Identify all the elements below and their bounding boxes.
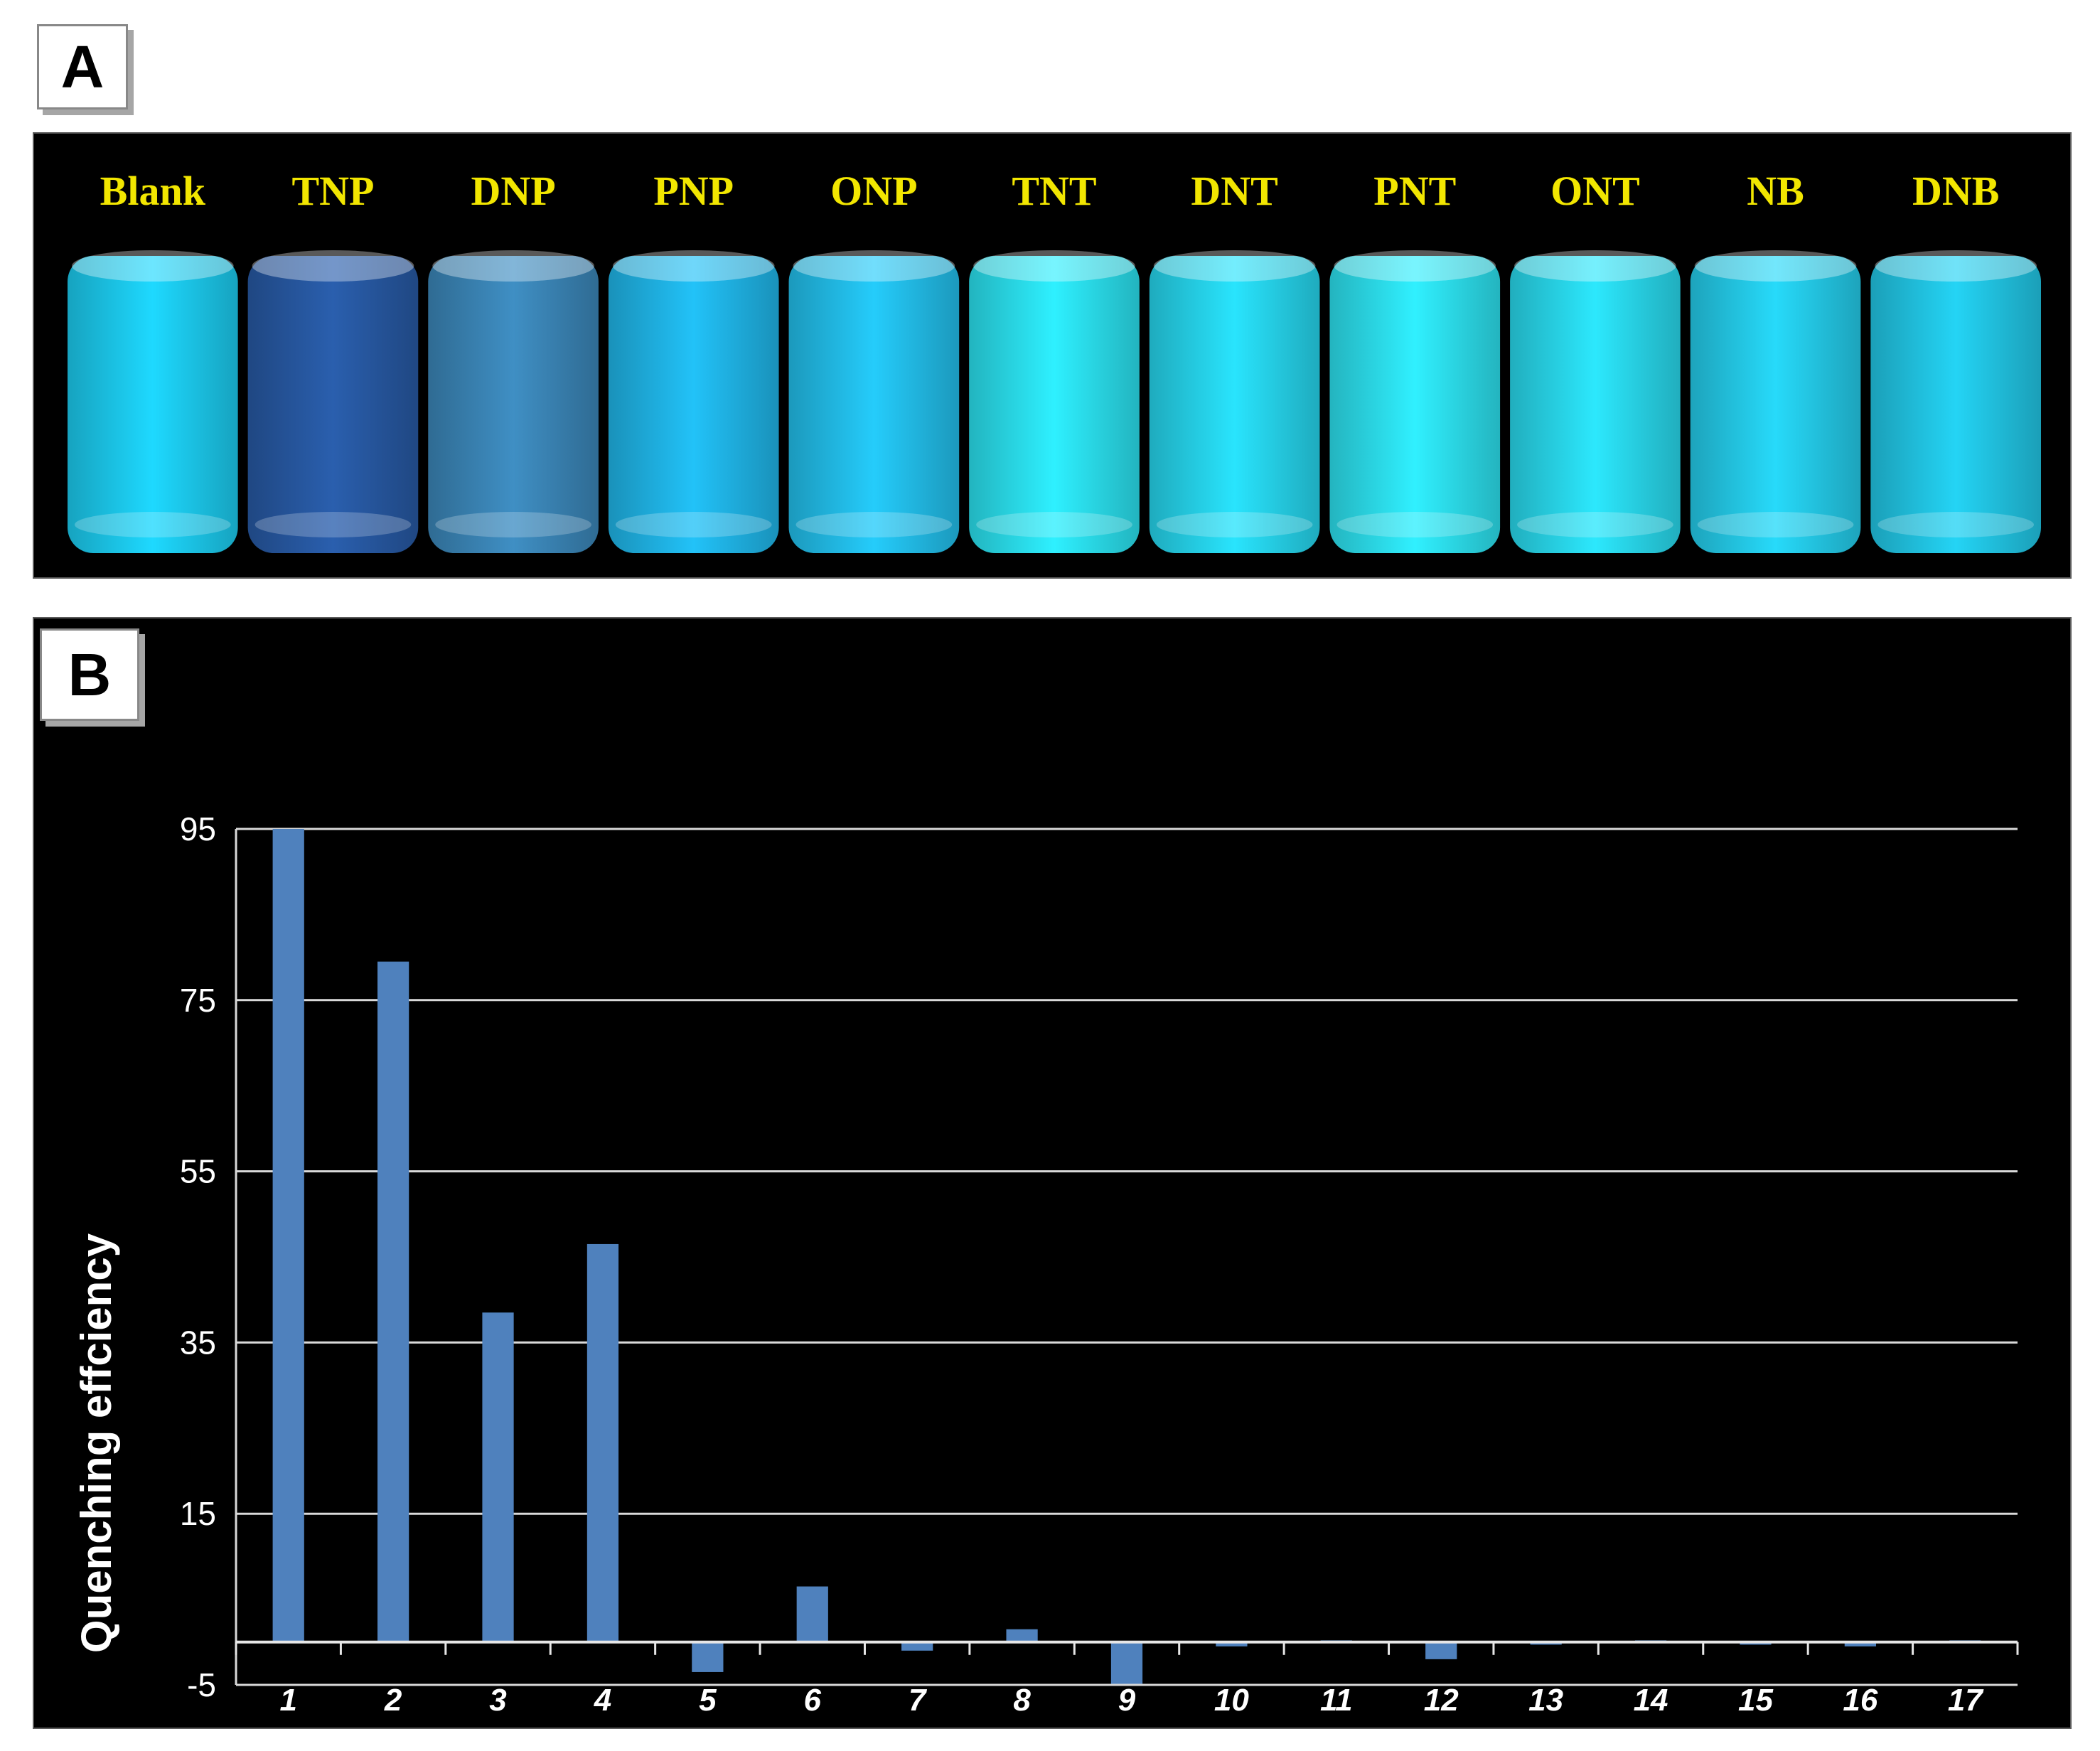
bar-7 bbox=[901, 1642, 933, 1651]
x-tick-label: 2 bbox=[384, 1683, 402, 1718]
x-tick-label: 16 bbox=[1843, 1683, 1877, 1718]
bar-12 bbox=[1425, 1642, 1457, 1659]
y-tick-label: -5 bbox=[187, 1666, 216, 1703]
y-tick-label: 75 bbox=[180, 982, 216, 1019]
x-tick-label: 13 bbox=[1528, 1683, 1563, 1718]
x-tick-label: 8 bbox=[1013, 1683, 1031, 1718]
sample-label: PNT bbox=[1373, 168, 1456, 214]
sample-label: ONP bbox=[830, 168, 917, 214]
vial-nb bbox=[1690, 250, 1861, 553]
bar-9 bbox=[1110, 1642, 1143, 1685]
x-tick-label: 12 bbox=[1424, 1683, 1459, 1718]
bar-3 bbox=[482, 1312, 514, 1642]
bar-10 bbox=[1216, 1642, 1248, 1646]
y-tick-label: 35 bbox=[180, 1324, 216, 1361]
sample-label: DNB bbox=[1912, 168, 1999, 214]
bar-4 bbox=[586, 1243, 619, 1642]
bar-2 bbox=[377, 961, 409, 1642]
sample-label: TNP bbox=[291, 168, 374, 214]
sample-label: NB bbox=[1747, 168, 1804, 214]
bar-5 bbox=[692, 1642, 724, 1672]
chart-panel: 95 75 55 35 15 -5 1 2 3 4 5 6 7 8 9 10 11 12 13 14 15 16 17 Q… bbox=[33, 617, 2072, 1729]
x-tick-label: 7 bbox=[909, 1683, 928, 1718]
y-tick-label: 95 bbox=[180, 810, 216, 847]
sample-label: TNT bbox=[1012, 168, 1096, 214]
y-tick-label: 15 bbox=[180, 1495, 216, 1532]
x-tick-label: 3 bbox=[489, 1683, 506, 1718]
vial-dnp bbox=[428, 250, 599, 553]
vial-tnp bbox=[247, 250, 419, 553]
x-tick-label: 14 bbox=[1634, 1683, 1668, 1718]
sample-label: DNT bbox=[1191, 168, 1277, 214]
vial-tnt bbox=[969, 250, 1140, 553]
sample-label: PNP bbox=[653, 168, 734, 214]
vial-dnt bbox=[1149, 250, 1320, 553]
x-tick-label: 15 bbox=[1738, 1683, 1773, 1718]
x-tick-label: 4 bbox=[594, 1683, 611, 1718]
x-tick-label: 6 bbox=[804, 1683, 822, 1718]
panel-label-a: A bbox=[37, 24, 128, 109]
vial-photo: Blank TNP DNP PNP ONP TNT DNT PNT ONT NB DNB bbox=[33, 132, 2072, 579]
bar-8 bbox=[1006, 1629, 1038, 1642]
vial-pnt bbox=[1329, 250, 1501, 553]
vial-ont bbox=[1510, 250, 1681, 553]
sample-label: Blank bbox=[100, 168, 206, 214]
x-tick-label: 1 bbox=[279, 1683, 296, 1718]
bar-1 bbox=[272, 829, 304, 1642]
bar-6 bbox=[796, 1586, 828, 1642]
vial-dnb bbox=[1870, 250, 2041, 553]
panel-label-b: B bbox=[40, 628, 139, 721]
vial-photo-svg: Blank TNP DNP PNP ONP TNT DNT PNT ONT NB DNB bbox=[68, 168, 2041, 553]
x-tick-label: 17 bbox=[1948, 1683, 1984, 1718]
vial-pnp bbox=[608, 250, 779, 553]
y-axis-label: Quenching effciency bbox=[73, 1233, 120, 1653]
sample-label: DNP bbox=[471, 168, 555, 214]
bar-16 bbox=[1844, 1642, 1876, 1646]
x-tick-label: 5 bbox=[699, 1683, 717, 1718]
vial-blank bbox=[68, 250, 238, 553]
x-tick-label: 11 bbox=[1320, 1683, 1353, 1718]
sample-label: ONT bbox=[1550, 168, 1640, 214]
y-tick-label: 55 bbox=[180, 1153, 216, 1190]
vial-onp bbox=[788, 250, 960, 553]
x-tick-label: 9 bbox=[1118, 1683, 1136, 1718]
x-tick-label: 10 bbox=[1214, 1683, 1249, 1718]
